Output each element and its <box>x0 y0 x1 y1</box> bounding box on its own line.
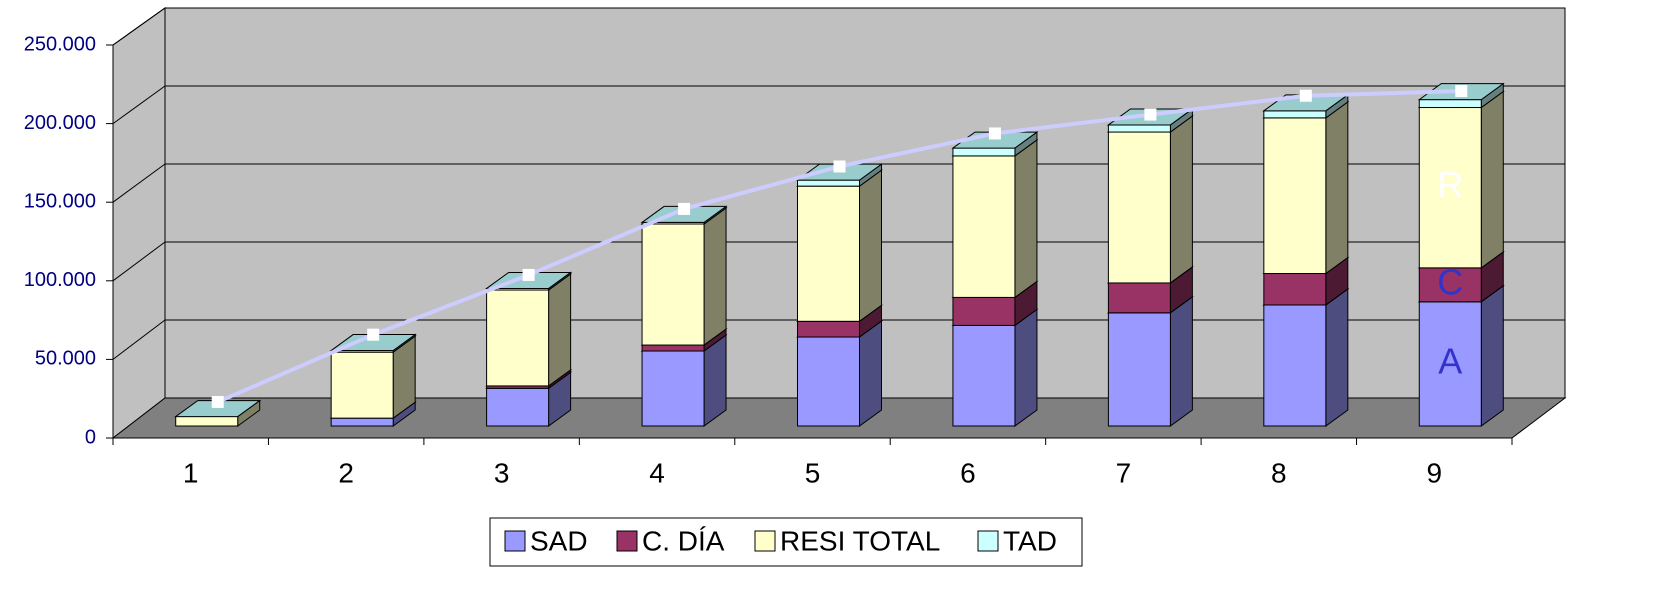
grid-line-side <box>112 319 166 360</box>
bar-segment <box>1418 267 1482 303</box>
bar-segment <box>1107 282 1171 314</box>
legend-label: SAD <box>530 525 588 556</box>
bar-segment <box>797 336 860 427</box>
line-marker <box>1299 89 1312 102</box>
bar-segment <box>1263 273 1327 306</box>
bar-segment <box>952 324 1016 427</box>
bar-top <box>174 400 262 418</box>
bar-top <box>329 334 417 352</box>
bar-segment <box>1263 304 1327 427</box>
x-tick-label: 2 <box>338 457 354 488</box>
grid-line-side <box>112 241 166 282</box>
y-tick-label: 250.000 <box>24 33 96 55</box>
grid-line-side <box>112 163 166 203</box>
y-tick-label: 150.000 <box>24 190 96 212</box>
y-tick-label: 100.000 <box>24 269 96 291</box>
grid-line-side <box>112 85 166 125</box>
x-tick-label: 1 <box>183 457 199 488</box>
bar-segment <box>952 296 1016 326</box>
bar-segment <box>1263 110 1327 119</box>
bar-side <box>703 207 727 347</box>
legend-swatch <box>504 530 526 552</box>
bar-segment <box>797 320 860 338</box>
side-wall <box>112 7 166 440</box>
y-tick-label: 200.000 <box>24 112 96 134</box>
line-marker <box>522 268 535 281</box>
bar-segment <box>1418 99 1482 109</box>
bar-side <box>859 320 882 427</box>
bar-segment <box>330 351 394 419</box>
bar-segment <box>1107 131 1171 284</box>
bar-segment <box>952 155 1016 298</box>
x-tick-label: 9 <box>1426 457 1442 488</box>
x-tick-label: 4 <box>649 457 665 488</box>
bar-side <box>548 273 572 387</box>
bar-side <box>1325 100 1349 275</box>
legend-label: TAD <box>1003 525 1057 556</box>
bar-side <box>859 169 882 323</box>
line-marker <box>211 395 224 408</box>
bar-side <box>1014 138 1038 299</box>
bar-side <box>1169 115 1193 284</box>
bar-side <box>1169 295 1193 427</box>
bar-segment <box>641 223 705 346</box>
legend-label: C. DÍA <box>642 525 725 556</box>
bar-segment <box>1263 117 1327 275</box>
bar-segment <box>486 387 550 427</box>
line-marker <box>678 202 691 215</box>
x-tick-label: 5 <box>805 457 821 488</box>
legend-label: RESI TOTAL <box>780 525 940 556</box>
y-tick-label: 0 <box>85 426 96 448</box>
bar-segment <box>797 179 860 187</box>
annotation: R <box>1437 164 1463 205</box>
grid-line-side <box>112 7 166 46</box>
x-tick-label: 8 <box>1271 457 1287 488</box>
line-marker <box>1455 85 1468 98</box>
line-marker <box>367 328 380 341</box>
bar-segment <box>797 185 860 322</box>
y-tick-label: 50.000 <box>35 348 96 370</box>
bar-segment <box>641 344 705 352</box>
bar-segment <box>1107 124 1171 133</box>
bar-segment <box>641 350 705 427</box>
bar-segment <box>486 289 550 387</box>
annotation: C <box>1437 261 1463 302</box>
bar-side <box>1325 287 1349 427</box>
line-marker <box>988 127 1001 140</box>
line-marker <box>833 160 846 173</box>
x-tick-label: 3 <box>494 457 510 488</box>
bar-side <box>1014 308 1038 427</box>
bar-segment <box>175 416 239 427</box>
bar-side <box>1480 90 1504 269</box>
x-tick-label: 6 <box>960 457 976 488</box>
bar-segment <box>1107 312 1171 427</box>
bar-segment <box>330 417 394 427</box>
line-marker <box>1144 108 1157 121</box>
bar-side <box>1480 284 1504 427</box>
annotation: A <box>1438 340 1462 381</box>
bar-segment <box>952 147 1016 157</box>
legend-swatch <box>616 530 638 552</box>
x-tick-label: 7 <box>1116 457 1132 488</box>
legend-swatch <box>754 530 776 552</box>
legend-swatch <box>977 530 999 552</box>
